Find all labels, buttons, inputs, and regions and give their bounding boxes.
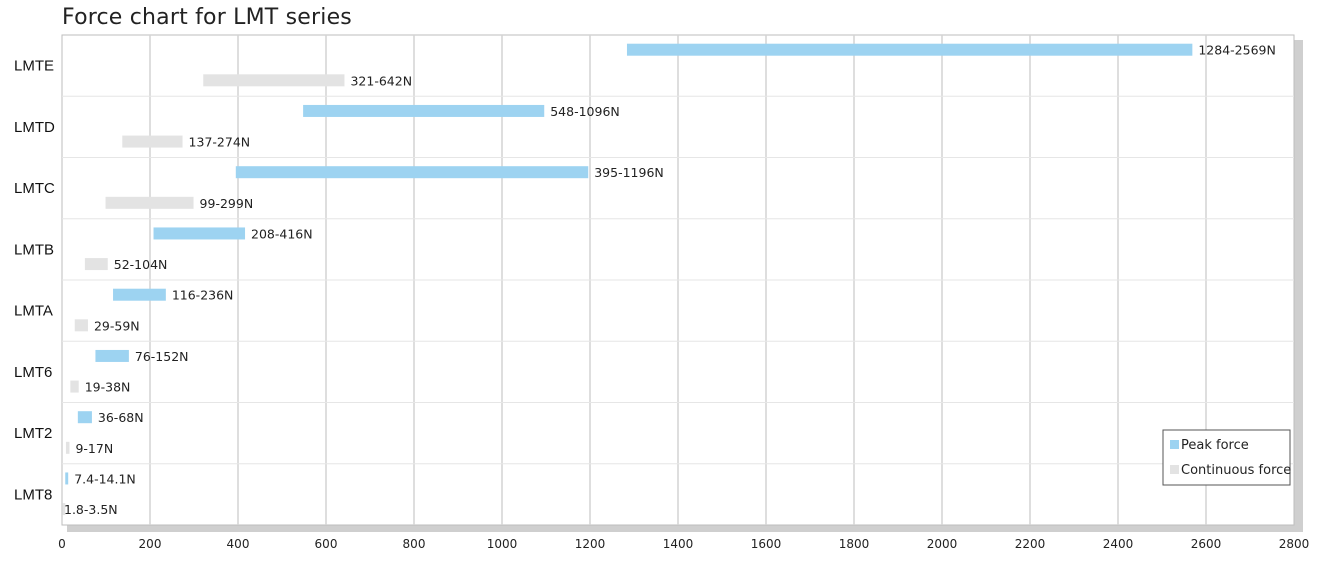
data-label: 52-104N <box>114 257 168 272</box>
x-tick-label: 2600 <box>1191 537 1222 551</box>
category-label: LMT6 <box>14 364 52 381</box>
data-label: 19-38N <box>85 380 131 395</box>
row-separators <box>62 95 1294 465</box>
legend: Peak force Continuous force <box>1162 429 1291 486</box>
continuous-force-bar <box>122 135 183 148</box>
continuous-force-bar <box>74 319 88 332</box>
x-tick-label: 1200 <box>575 537 606 551</box>
data-label: 76-152N <box>135 349 189 364</box>
continuous-force-bar <box>65 441 70 454</box>
data-label: 548-1096N <box>550 104 620 119</box>
category-label: LMTA <box>14 303 53 320</box>
continuous-force-bar <box>70 380 79 393</box>
peak-force-bar <box>77 411 92 424</box>
category-label: LMT8 <box>14 486 52 503</box>
category-label: LMTD <box>14 119 55 136</box>
data-label: 7.4-14.1N <box>74 471 136 486</box>
category-label: LMTE <box>14 58 54 75</box>
peak-force-bar <box>303 104 545 117</box>
x-tick-label: 400 <box>227 537 250 551</box>
data-label: 1284-2569N <box>1198 43 1275 58</box>
x-tick-label: 2200 <box>1015 537 1046 551</box>
peak-force-bar <box>235 166 589 179</box>
continuous-force-bar <box>105 196 194 209</box>
legend-box <box>1162 429 1291 486</box>
x-tick-label: 2800 <box>1279 537 1310 551</box>
x-tick-label: 800 <box>403 537 426 551</box>
x-tick-label: 2400 <box>1103 537 1134 551</box>
data-label: 395-1196N <box>594 165 664 180</box>
x-tick-label: 2000 <box>927 537 958 551</box>
data-label: 208-416N <box>251 226 313 241</box>
x-tick-label: 1800 <box>839 537 870 551</box>
continuous-force-bar <box>84 258 108 271</box>
data-label: 321-642N <box>350 73 412 88</box>
data-label: 36-68N <box>98 410 144 425</box>
data-label: 1.8-3.5N <box>64 502 118 517</box>
x-tick-label: 200 <box>139 537 162 551</box>
x-tick-label: 0 <box>58 537 66 551</box>
legend-label-peak: Peak force <box>1181 438 1249 453</box>
legend-swatch-peak <box>1170 440 1179 449</box>
data-label: 137-274N <box>189 135 251 150</box>
data-label: 9-17N <box>75 441 113 456</box>
x-tick-label: 600 <box>315 537 338 551</box>
peak-force-bar <box>153 227 246 240</box>
chart-title: Force chart for LMT series <box>62 5 352 30</box>
x-axis-ticks: 0 200 400 600 800 1000 1200 1400 1600 1800 2000 220… <box>58 537 1309 551</box>
x-tick-label: 1600 <box>751 537 782 551</box>
peak-force-bar <box>95 349 129 362</box>
continuous-force-bar <box>203 74 345 87</box>
bars <box>62 43 1193 516</box>
data-labels: 1284-2569N 321-642N 548-1096N 137-274N 395-1… <box>64 43 1276 517</box>
category-label: LMTC <box>14 180 55 197</box>
continuous-force-bar <box>62 503 66 516</box>
x-tick-label: 1000 <box>487 537 518 551</box>
data-label: 99-299N <box>200 196 254 211</box>
peak-force-bar <box>65 472 69 485</box>
legend-swatch-continuous <box>1170 465 1179 474</box>
peak-force-bar <box>626 43 1193 56</box>
data-label: 116-236N <box>172 288 234 303</box>
x-tick-label: 1400 <box>663 537 694 551</box>
category-label: LMTB <box>14 241 54 258</box>
category-label: LMT2 <box>14 425 52 442</box>
data-label: 29-59N <box>94 318 140 333</box>
peak-force-bar <box>113 288 166 301</box>
category-labels: LMTE LMTD LMTC LMTB LMTA LMT6 LMT2 LMT8 <box>14 58 55 504</box>
legend-label-continuous: Continuous force <box>1181 463 1291 478</box>
